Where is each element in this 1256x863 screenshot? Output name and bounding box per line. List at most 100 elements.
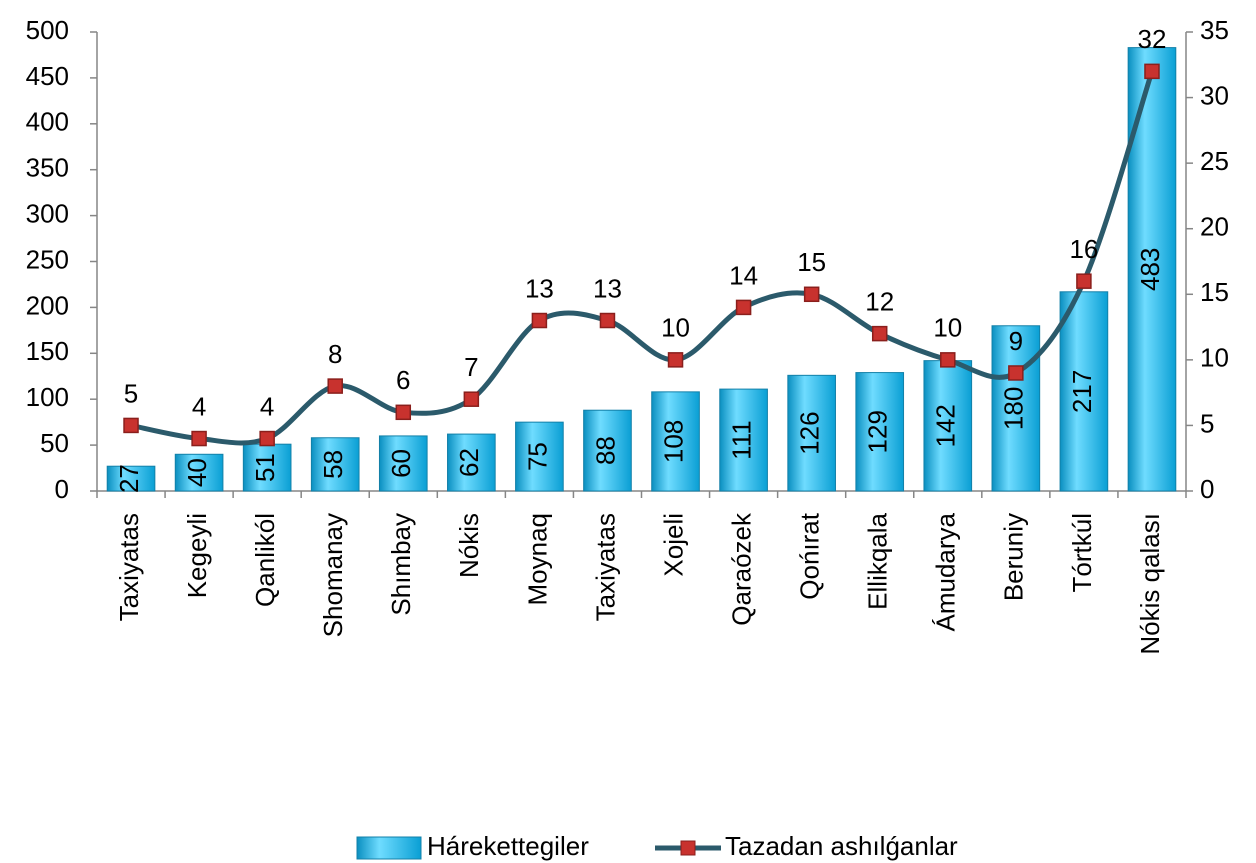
x-tick-label: Beruniy xyxy=(999,513,1029,601)
x-tick-label: Qaraózek xyxy=(726,512,756,626)
marker xyxy=(395,404,412,421)
x-tick-label: Kegeyli xyxy=(182,513,212,598)
marker xyxy=(667,352,684,368)
y-tick-label: 100 xyxy=(26,382,69,412)
marker xyxy=(327,378,343,394)
bar xyxy=(174,453,224,492)
x-tick-label: Nókis qalası xyxy=(1135,513,1165,655)
x-tick-label: Moynaq xyxy=(522,513,552,606)
line-value-label: 15 xyxy=(797,247,826,277)
y2-tick-label: 10 xyxy=(1200,343,1229,373)
marker xyxy=(531,312,548,329)
y-tick-label: 50 xyxy=(40,428,69,458)
line-value-label: 7 xyxy=(464,352,478,382)
bar-value-label: 62 xyxy=(454,448,484,477)
line-value-label: 14 xyxy=(729,260,758,290)
line-value-label: 12 xyxy=(865,287,894,317)
bar xyxy=(787,374,836,492)
x-tick-label: Qanlikól xyxy=(250,513,280,607)
bar xyxy=(447,433,496,492)
line-value-label: 13 xyxy=(593,273,622,303)
bar-value-label: 75 xyxy=(522,442,552,471)
marker xyxy=(463,391,480,407)
x-tick-label: Tórtkúl xyxy=(1067,513,1097,592)
y2-tick-label: 20 xyxy=(1200,212,1229,242)
bar-value-label: 108 xyxy=(658,420,688,463)
line-value-label: 32 xyxy=(1138,24,1167,54)
y-tick-label: 450 xyxy=(26,61,69,91)
bar xyxy=(310,437,360,492)
bar xyxy=(651,391,700,492)
bar-value-label: 40 xyxy=(182,458,212,487)
legend-swatch xyxy=(356,836,422,860)
marker xyxy=(803,286,820,303)
bar-value-label: 142 xyxy=(931,404,961,447)
bar-value-label: 483 xyxy=(1135,248,1165,291)
bar xyxy=(106,465,156,492)
y-tick-label: 200 xyxy=(26,290,69,320)
marker xyxy=(1076,273,1092,289)
bar-value-label: 126 xyxy=(795,411,825,454)
x-tick-label: Nókis xyxy=(454,513,484,578)
marker xyxy=(871,325,888,342)
bar-value-label: 217 xyxy=(1067,370,1097,413)
y-tick-label: 350 xyxy=(26,153,69,183)
bar xyxy=(583,409,632,492)
marker xyxy=(599,312,616,329)
y2-tick-label: 25 xyxy=(1200,146,1229,176)
bar-value-label: 129 xyxy=(863,410,893,453)
line-value-label: 16 xyxy=(1069,234,1098,264)
legend-label: Tazadan ashılǵanlar xyxy=(725,831,958,861)
line-value-label: 10 xyxy=(661,313,690,343)
bar xyxy=(991,325,1041,492)
line-value-label: 4 xyxy=(260,391,274,421)
line-value-label: 9 xyxy=(1009,326,1023,356)
x-tick-label: Taxiyatas xyxy=(590,513,620,621)
bar-value-label: 51 xyxy=(250,453,280,482)
y2-tick-label: 5 xyxy=(1200,408,1214,438)
y2-tick-label: 35 xyxy=(1200,15,1229,45)
legend-label: Hárekettegiler xyxy=(427,831,589,861)
marker xyxy=(1008,365,1024,381)
y-tick-label: 0 xyxy=(55,474,69,504)
x-tick-label: Shomanay xyxy=(318,513,348,637)
marker xyxy=(1144,63,1160,80)
x-tick-label: Ámudarya xyxy=(931,512,961,631)
marker xyxy=(940,352,956,368)
y-tick-label: 150 xyxy=(26,336,69,366)
bar-value-label: 88 xyxy=(590,436,620,465)
y-tick-label: 500 xyxy=(26,15,69,45)
marker xyxy=(259,430,275,447)
line-value-label: 4 xyxy=(192,391,206,421)
x-tick-label: Ellikqala xyxy=(863,512,893,609)
y-tick-label: 400 xyxy=(26,107,69,137)
line-value-label: 10 xyxy=(933,313,962,343)
marker xyxy=(191,430,207,447)
y-tick-label: 250 xyxy=(26,244,69,274)
line-value-label: 5 xyxy=(124,378,138,408)
bar-value-label: 60 xyxy=(386,449,416,478)
legend-marker xyxy=(680,840,696,856)
bar-value-label: 58 xyxy=(318,450,348,479)
line-value-label: 13 xyxy=(525,273,554,303)
bar-value-label: 27 xyxy=(114,464,144,493)
marker xyxy=(735,299,752,316)
bar xyxy=(719,388,768,492)
bar xyxy=(515,421,564,492)
bar xyxy=(1059,291,1109,492)
bar-value-label: 111 xyxy=(726,420,756,460)
x-tick-label: Qońırat xyxy=(795,512,825,599)
x-tick-label: Xojeli xyxy=(658,513,688,577)
bar-value-label: 180 xyxy=(999,387,1029,430)
y2-tick-label: 30 xyxy=(1200,80,1229,110)
marker xyxy=(123,417,139,434)
line-value-label: 6 xyxy=(396,365,410,395)
bar xyxy=(378,435,428,492)
line-value-label: 8 xyxy=(328,339,342,369)
y2-tick-label: 15 xyxy=(1200,277,1229,307)
bar xyxy=(242,443,292,492)
y2-tick-label: 0 xyxy=(1200,474,1214,504)
x-tick-label: Taxiyatas xyxy=(114,513,144,621)
y-tick-label: 300 xyxy=(26,198,69,228)
